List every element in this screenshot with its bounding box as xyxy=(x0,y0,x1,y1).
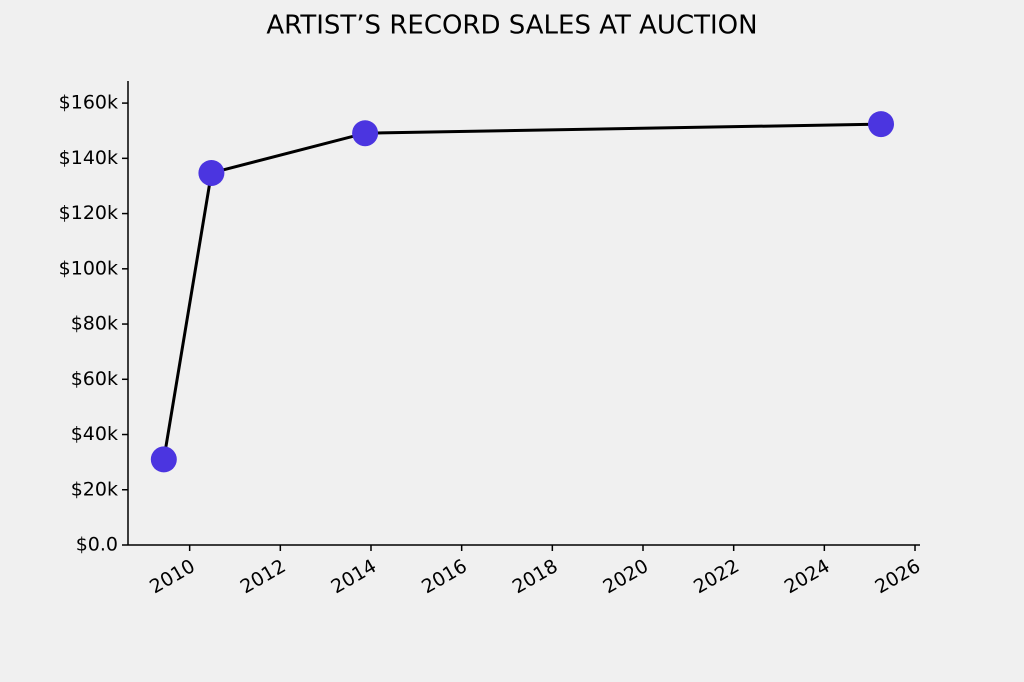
y-tick-label: $140k xyxy=(59,147,118,169)
data-point xyxy=(198,159,225,186)
y-tick-label: $80k xyxy=(71,313,118,335)
data-point xyxy=(868,111,895,138)
series-line xyxy=(162,122,882,460)
y-tick-label: $160k xyxy=(59,92,118,114)
chart-title: ARTIST’S RECORD SALES AT AUCTION xyxy=(266,11,757,41)
y-tick-label: $120k xyxy=(59,202,118,224)
y-tick-label: $100k xyxy=(59,257,118,279)
y-tick-label: $0.0 xyxy=(76,534,118,556)
data-point xyxy=(352,120,379,147)
y-tick-label: $20k xyxy=(71,478,118,500)
data-point xyxy=(150,446,177,473)
y-tick-label: $40k xyxy=(71,423,118,445)
y-tick-label: $60k xyxy=(71,368,118,390)
